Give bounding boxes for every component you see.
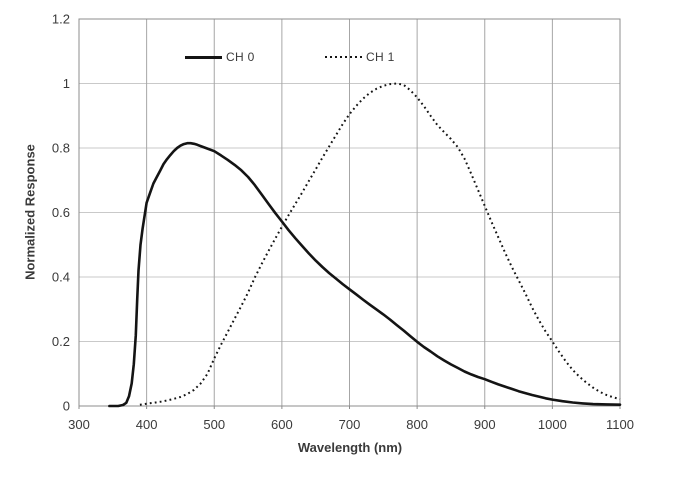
x-tick-label: 300 bbox=[68, 417, 90, 432]
x-tick-label: 400 bbox=[136, 417, 158, 432]
x-tick-label: 600 bbox=[271, 417, 293, 432]
y-tick-label: 0 bbox=[63, 399, 70, 414]
ch1-dotted-line-sample bbox=[325, 56, 362, 58]
x-tick-label: 900 bbox=[474, 417, 496, 432]
series-curve-ch1 bbox=[139, 82, 621, 406]
x-axis-title: Wavelength (nm) bbox=[297, 440, 403, 455]
x-tick-label: 1000 bbox=[538, 417, 567, 432]
legend-label-ch1: CH 1 bbox=[366, 50, 395, 64]
y-tick-label: 0.8 bbox=[52, 141, 70, 156]
y-tick-label: 0.4 bbox=[52, 270, 70, 285]
x-tick-label: 800 bbox=[406, 417, 428, 432]
y-axis-title: Normalized Response bbox=[22, 144, 38, 280]
legend-item-ch1: CH 1 bbox=[325, 49, 395, 65]
y-tick-label: 0.2 bbox=[52, 334, 70, 349]
x-tick-label: 700 bbox=[339, 417, 361, 432]
x-tick-label: 1100 bbox=[606, 417, 634, 432]
ch0-solid-line-sample bbox=[185, 55, 222, 59]
y-tick-label: 0.6 bbox=[52, 205, 70, 220]
plot-border bbox=[78, 18, 621, 407]
legend-item-ch0: CH 0 bbox=[185, 49, 255, 65]
y-tick-label: 1 bbox=[63, 76, 70, 91]
legend-label-ch0: CH 0 bbox=[226, 50, 255, 64]
x-tick-label: 500 bbox=[203, 417, 225, 432]
series-curve-ch0 bbox=[108, 141, 622, 408]
y-tick-label: 1.2 bbox=[52, 12, 70, 27]
